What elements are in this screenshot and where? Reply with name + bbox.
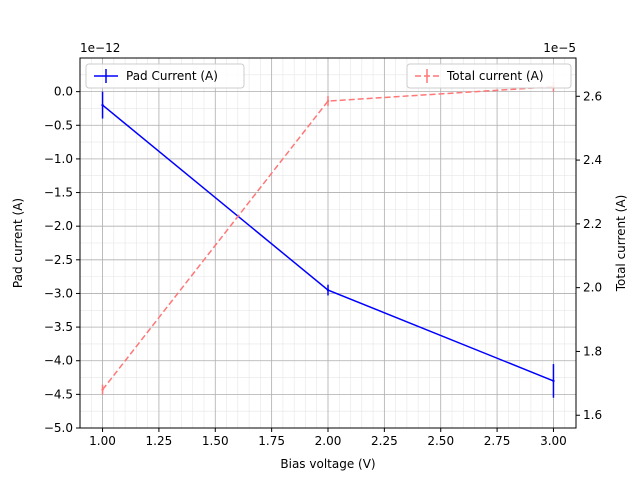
legend-label: Total current (A) — [446, 69, 544, 83]
y-left-tick-label: −0.5 — [44, 118, 73, 132]
left-offset-label: 1e−12 — [80, 41, 120, 55]
y-left-tick-label: −1.0 — [44, 152, 73, 166]
y-right-tick-label: 1.6 — [583, 408, 602, 422]
data-point — [326, 99, 330, 103]
y-left-tick-label: −2.0 — [44, 219, 73, 233]
x-tick-label: 2.50 — [427, 434, 454, 448]
y-left-tick-label: −3.0 — [44, 286, 73, 300]
legend-box — [406, 63, 572, 89]
data-point — [326, 288, 330, 292]
legend-pad-current: Pad Current (A) — [85, 63, 245, 89]
y-left-tick-label: −1.5 — [44, 186, 73, 200]
x-tick-label: 3.00 — [540, 434, 567, 448]
y-right-tick-label: 2.2 — [583, 217, 602, 231]
grid-lines — [79, 57, 577, 429]
legends: Pad Current (A) Total current (A) — [85, 63, 572, 89]
y-left-axis-label: Pad current (A) — [11, 198, 25, 288]
x-tick-label: 1.75 — [258, 434, 285, 448]
x-tick-label: 1.50 — [202, 434, 229, 448]
y-right-tick-label: 2.4 — [583, 153, 602, 167]
data-point — [101, 388, 104, 391]
y-right-axis-label: Total current (A) — [614, 195, 628, 293]
x-tick-label: 1.00 — [89, 434, 116, 448]
x-tick-label: 2.25 — [371, 434, 398, 448]
series-line-1 — [101, 85, 554, 391]
axes: 1.00 1.25 1.50 1.75 2.00 2.25 2.50 2.75 3.00 −5.0… — [11, 41, 628, 471]
y-right-tick-label: 2.6 — [583, 89, 602, 103]
data-point — [101, 103, 104, 107]
y-left-tick-label: −5.0 — [44, 421, 73, 435]
y-left-tick-label: −3.5 — [44, 320, 73, 334]
plot-area — [101, 81, 555, 398]
x-tick-label: 2.75 — [484, 434, 511, 448]
y-left-tick-label: −2.5 — [44, 253, 73, 267]
legend-label: Pad Current (A) — [126, 69, 218, 83]
legend-box — [85, 63, 245, 89]
x-tick-label: 2.00 — [315, 434, 342, 448]
x-axis-label: Bias voltage (V) — [280, 457, 375, 471]
legend-total-current: Total current (A) — [406, 63, 572, 89]
y-left-tick-label: −4.5 — [44, 387, 73, 401]
y-left-tick-label: 0.0 — [54, 85, 73, 99]
x-tick-label: 1.25 — [146, 434, 173, 448]
y-left-tick-label: −4.0 — [44, 354, 73, 368]
y-right-tick-label: 1.8 — [583, 344, 602, 358]
y-right-tick-label: 2.0 — [583, 281, 602, 295]
right-offset-label: 1e−5 — [543, 41, 576, 55]
data-point — [552, 379, 555, 383]
